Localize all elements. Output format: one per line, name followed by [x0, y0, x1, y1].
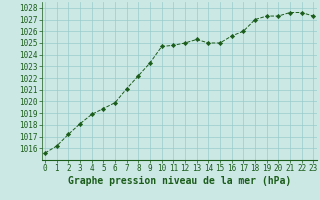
X-axis label: Graphe pression niveau de la mer (hPa): Graphe pression niveau de la mer (hPa)	[68, 176, 291, 186]
